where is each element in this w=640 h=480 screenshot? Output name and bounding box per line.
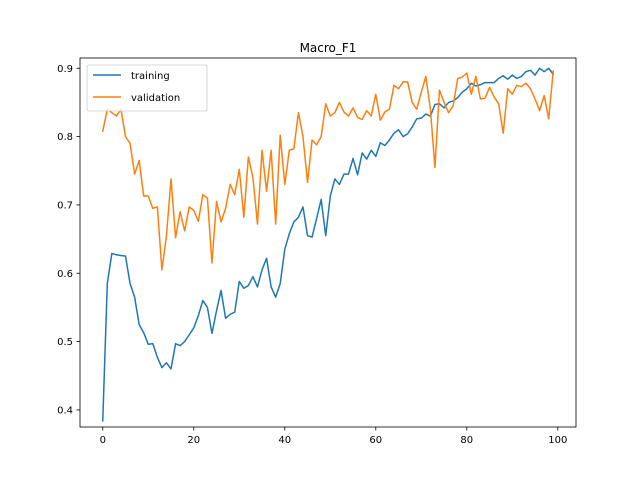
plot-frame <box>79 57 577 428</box>
chart-title: Macro_F1 <box>300 41 357 55</box>
x-tick-label: 20 <box>187 435 200 446</box>
y-tick-label: 0.9 <box>57 64 73 75</box>
x-tick-label: 0 <box>100 435 106 446</box>
y-tick-label: 0.8 <box>57 132 73 143</box>
series-layer <box>101 67 555 422</box>
y-tick-label: 0.7 <box>57 200 73 211</box>
y-axis: 0.4 0.5 0.6 0.7 0.8 0.9 <box>57 64 80 416</box>
x-axis: 0 20 40 60 80 100 <box>100 427 567 446</box>
legend-label-training: training <box>131 71 170 82</box>
y-tick-label: 0.5 <box>57 337 73 348</box>
x-tick-label: 60 <box>369 435 382 446</box>
legend-label-validation: validation <box>131 93 180 104</box>
legend: training validation <box>86 64 208 112</box>
legend-box <box>86 64 208 112</box>
x-tick-label: 100 <box>548 435 567 446</box>
series-line-validation <box>101 70 555 271</box>
x-tick-label: 40 <box>278 435 291 446</box>
x-tick-label: 80 <box>460 435 473 446</box>
y-tick-label: 0.6 <box>57 269 73 280</box>
y-tick-label: 0.4 <box>57 405 73 416</box>
